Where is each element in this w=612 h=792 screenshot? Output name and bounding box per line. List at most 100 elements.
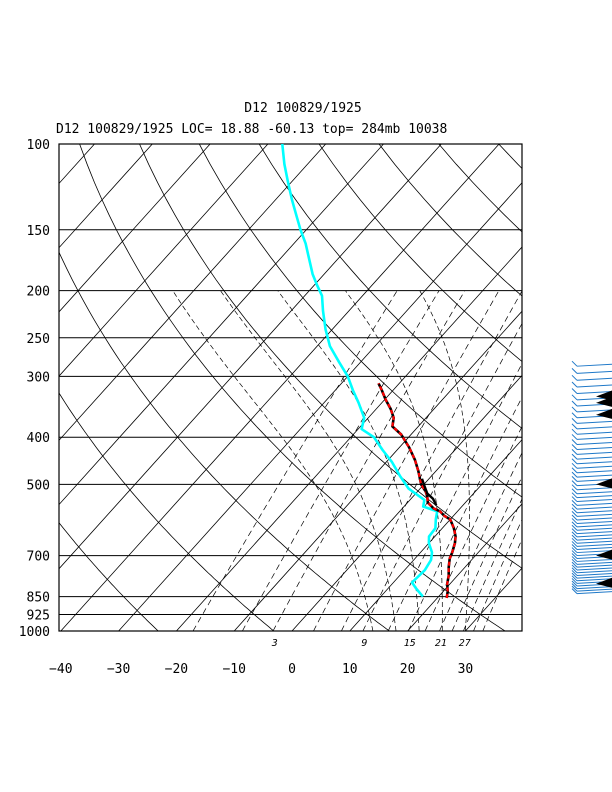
wind-barb-staff bbox=[576, 436, 612, 440]
wind-barb bbox=[571, 507, 612, 514]
wind-barb-staff bbox=[576, 567, 612, 571]
pressure-tick-label: 500 bbox=[27, 478, 50, 493]
wind-barb bbox=[571, 561, 612, 568]
mixing-ratio-line bbox=[362, 322, 522, 631]
wind-barb bbox=[571, 484, 612, 491]
dry-adiabat-line bbox=[59, 522, 159, 631]
isotherm-line bbox=[59, 144, 326, 441]
wind-barb-feather bbox=[571, 553, 578, 559]
wind-barb bbox=[571, 528, 612, 535]
wind-barb-feather bbox=[571, 381, 578, 388]
pressure-tick-label: 300 bbox=[27, 370, 50, 385]
wind-barb-staff bbox=[576, 409, 612, 413]
wind-barb-feather bbox=[571, 434, 578, 440]
dry-adiabat-line bbox=[59, 392, 275, 631]
wind-barb-feather bbox=[571, 556, 578, 562]
wind-barb-feather bbox=[571, 578, 578, 584]
wind-barb-staff bbox=[576, 487, 612, 491]
wind-barb-staff bbox=[576, 513, 612, 517]
wind-barb-feather bbox=[571, 423, 578, 430]
wind-barb bbox=[571, 368, 612, 374]
wind-barb bbox=[571, 467, 612, 474]
wind-barb-feather bbox=[571, 368, 578, 374]
dry-adiabat-line bbox=[79, 144, 506, 631]
wind-barb-staff bbox=[576, 524, 612, 528]
wind-barb-feather bbox=[571, 484, 578, 491]
wind-barb-feather bbox=[571, 467, 578, 474]
wind-barb-staff bbox=[576, 363, 612, 367]
wind-barb-staff bbox=[576, 572, 612, 576]
pressure-tick-label: 850 bbox=[27, 591, 50, 606]
wind-barb-staff bbox=[576, 377, 612, 381]
wind-barb bbox=[571, 471, 612, 478]
wind-barb bbox=[571, 476, 612, 482]
temperature-trace bbox=[377, 382, 457, 599]
chart-subtitle: D12 100829/1925 LOC= 18.88 -60.13 top= 2… bbox=[56, 122, 447, 137]
wind-barb bbox=[571, 418, 612, 424]
pressure-tick-label: 250 bbox=[27, 332, 50, 347]
temperature-axis-labels: −40 −30 −20 −10 0 10 20 30 bbox=[49, 662, 473, 677]
mixing-ratio-labels: 3 9 15 21 27 bbox=[271, 638, 471, 649]
wind-barb-staff bbox=[576, 517, 612, 521]
wind-flag bbox=[596, 390, 612, 401]
wind-barb-staff bbox=[576, 540, 612, 544]
wind-barb-staff bbox=[576, 461, 612, 465]
wind-barb-staff bbox=[576, 578, 612, 582]
wind-barb-feather bbox=[571, 511, 578, 517]
wind-barb bbox=[571, 547, 612, 554]
wind-barb-staff bbox=[576, 564, 612, 568]
wind-barb bbox=[571, 462, 612, 469]
wind-barb bbox=[571, 503, 612, 510]
wind-barb-feather bbox=[571, 518, 578, 524]
wind-barb-feather bbox=[571, 588, 578, 594]
pressure-tick-label: 700 bbox=[27, 550, 50, 565]
wind-flag bbox=[596, 577, 612, 588]
wind-barb-feather bbox=[571, 449, 578, 455]
wind-barb-feather bbox=[571, 503, 578, 510]
wind-barb-staff bbox=[576, 550, 612, 554]
wind-barb-staff bbox=[576, 561, 612, 565]
dry-adiabat-line bbox=[318, 144, 522, 362]
wind-barb-feather bbox=[571, 388, 578, 394]
wind-barb-feather bbox=[571, 550, 578, 556]
mixing-ratio-line bbox=[439, 452, 522, 631]
wind-barb bbox=[571, 406, 612, 413]
temperature-tick-label: 10 bbox=[342, 662, 358, 677]
wind-barb-staff bbox=[576, 591, 612, 595]
wind-barb-staff bbox=[576, 527, 612, 531]
wind-barb-feather bbox=[571, 500, 578, 506]
plot-border bbox=[58, 143, 523, 632]
mixing-ratio-label: 9 bbox=[361, 638, 367, 649]
isotherm-line bbox=[176, 246, 522, 631]
wind-barb-staff bbox=[576, 456, 612, 460]
wind-barb-staff bbox=[576, 558, 612, 562]
wind-barb-feather bbox=[571, 524, 578, 531]
wind-barb-feather bbox=[571, 544, 578, 550]
wind-barb-staff bbox=[576, 575, 612, 579]
wind-barb-feather bbox=[571, 418, 578, 424]
dry-adiabat-line bbox=[198, 144, 522, 498]
wind-barb-feather bbox=[571, 439, 578, 445]
temperature-tick-label: 0 bbox=[288, 662, 296, 677]
pressure-tick-label: 400 bbox=[27, 431, 50, 446]
moist-adiabat-line bbox=[419, 290, 470, 631]
black-segment-trace bbox=[420, 478, 438, 506]
wind-barb-staff bbox=[576, 547, 612, 551]
wind-barb bbox=[571, 511, 612, 517]
temperature-tick-label: 30 bbox=[458, 662, 474, 677]
wind-barb-feather bbox=[571, 514, 578, 521]
wind-barb bbox=[571, 570, 612, 576]
wind-barb bbox=[571, 453, 612, 460]
wind-barb bbox=[571, 588, 612, 595]
wind-barb-feather bbox=[571, 406, 578, 413]
wind-barb-feather bbox=[571, 561, 578, 568]
pressure-tick-label: 100 bbox=[27, 138, 50, 153]
wind-barb bbox=[571, 585, 612, 592]
wind-barb-staff bbox=[576, 491, 612, 495]
temperature-tick-label: 20 bbox=[400, 662, 416, 677]
wind-barb bbox=[571, 583, 612, 590]
isotherm-line bbox=[523, 144, 612, 631]
mixing-ratio-line bbox=[192, 290, 398, 631]
dry-adiabat-line bbox=[258, 144, 522, 429]
